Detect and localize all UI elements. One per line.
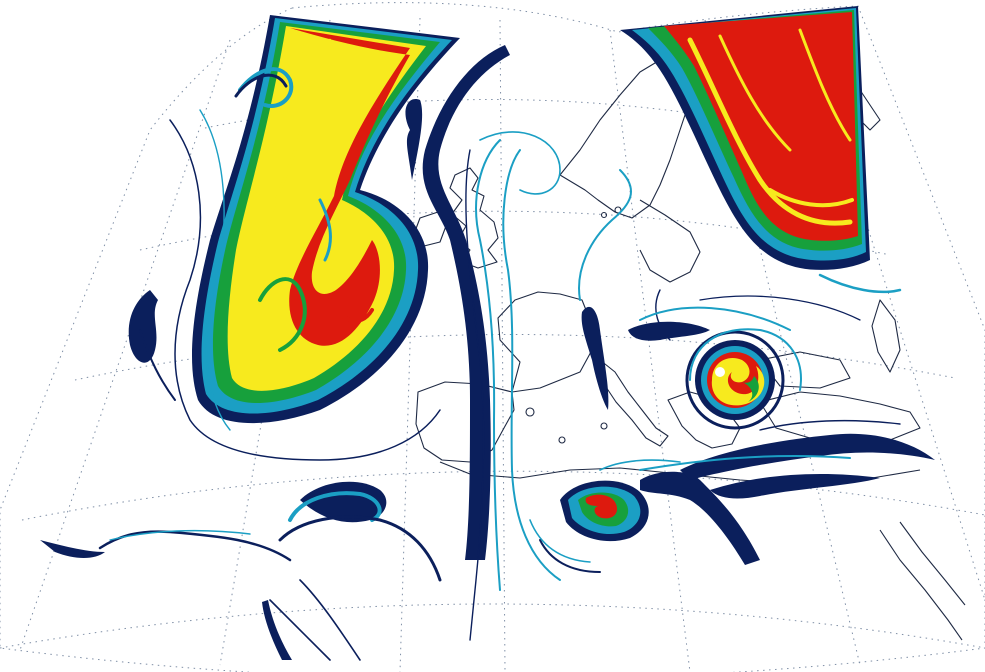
tracer-band-level-1 xyxy=(300,481,387,523)
tracer-filament xyxy=(759,419,901,431)
tracer-filament xyxy=(139,329,176,401)
tracer-band-level-1 xyxy=(710,474,880,499)
coastline-caspian xyxy=(871,299,901,373)
meridian-line xyxy=(499,19,506,672)
tracer-core-level-5 xyxy=(289,28,410,346)
coastline-italy xyxy=(599,359,669,447)
tracer-filament xyxy=(328,298,374,323)
tracer-filament xyxy=(248,38,310,302)
tracer-band-level-1 xyxy=(640,471,760,565)
tracer-filament xyxy=(639,306,791,331)
tracer-filament xyxy=(299,579,361,661)
coastline-red-sea xyxy=(879,529,963,641)
tracer-filament xyxy=(318,198,332,262)
tracer-band-level-1 xyxy=(628,321,710,341)
atlantic-tongue xyxy=(191,15,460,424)
tracer-filament xyxy=(258,277,307,352)
tracer-filament xyxy=(687,37,853,226)
tracer-band-level-1 xyxy=(40,540,105,558)
tracer-filament xyxy=(599,459,681,471)
tracer-band-level-1 xyxy=(262,600,292,660)
left-filaments xyxy=(40,109,442,661)
island-outline xyxy=(525,407,535,417)
tracer-filament xyxy=(539,539,601,573)
tracer-filament xyxy=(278,515,442,582)
coastline-black-sea xyxy=(759,351,851,389)
tracer-band-level-1 xyxy=(422,45,510,560)
balkan-vortex xyxy=(685,328,802,430)
tracer-core-level-5 xyxy=(585,494,618,519)
vortex-eye xyxy=(715,367,725,377)
tracer-band-level-4 xyxy=(227,26,426,391)
tracer-filament xyxy=(768,188,854,208)
parallel-line xyxy=(0,603,985,649)
vortex-spiral xyxy=(742,376,759,402)
tracer-filament xyxy=(269,599,331,661)
tracer-filament xyxy=(199,109,231,431)
tracer-filament xyxy=(475,139,501,591)
tracer-filament xyxy=(234,73,288,98)
tracer-filament xyxy=(818,273,902,294)
tracer-filament xyxy=(502,149,561,581)
coastline-france xyxy=(497,291,593,393)
mediterranean-vortex xyxy=(529,480,649,573)
coastline-turkey xyxy=(759,391,921,443)
tracer-filament xyxy=(689,328,802,391)
island-outline xyxy=(558,436,566,444)
vortex-spiral xyxy=(711,358,765,406)
tracer-filament xyxy=(639,454,851,471)
vortex-ring xyxy=(685,330,785,430)
coastline-red-sea xyxy=(899,521,966,606)
tracer-band-level-1 xyxy=(405,99,423,180)
tracer-filament xyxy=(238,67,294,109)
tracer-filament xyxy=(798,28,852,142)
tracer-filament xyxy=(529,519,591,563)
tracer-filament xyxy=(465,149,485,641)
tracer-filament xyxy=(308,38,338,182)
tracer-filament xyxy=(718,34,792,152)
tracer-filament xyxy=(578,169,632,301)
island-outline xyxy=(600,422,608,430)
east-med-streamers xyxy=(599,419,935,565)
coastline-baltic xyxy=(639,199,701,283)
tracer-filament xyxy=(288,491,382,522)
tracer-filament xyxy=(169,119,441,461)
tracer-core-level-5 xyxy=(664,12,858,241)
central-streamer xyxy=(405,45,561,641)
island-outline xyxy=(600,211,608,219)
tracer-filament xyxy=(479,131,561,195)
tracer-filament xyxy=(109,529,251,541)
coastline-scandinavia xyxy=(559,59,691,219)
island-outline xyxy=(614,206,622,214)
meridian-line xyxy=(704,19,861,666)
tracer-band-level-1 xyxy=(581,306,609,410)
central-east-streamers xyxy=(578,169,861,410)
meridian-line xyxy=(609,29,691,672)
tracer-filament xyxy=(699,295,861,321)
tracer-band-level-1 xyxy=(128,290,158,363)
northeast-band xyxy=(620,6,902,294)
